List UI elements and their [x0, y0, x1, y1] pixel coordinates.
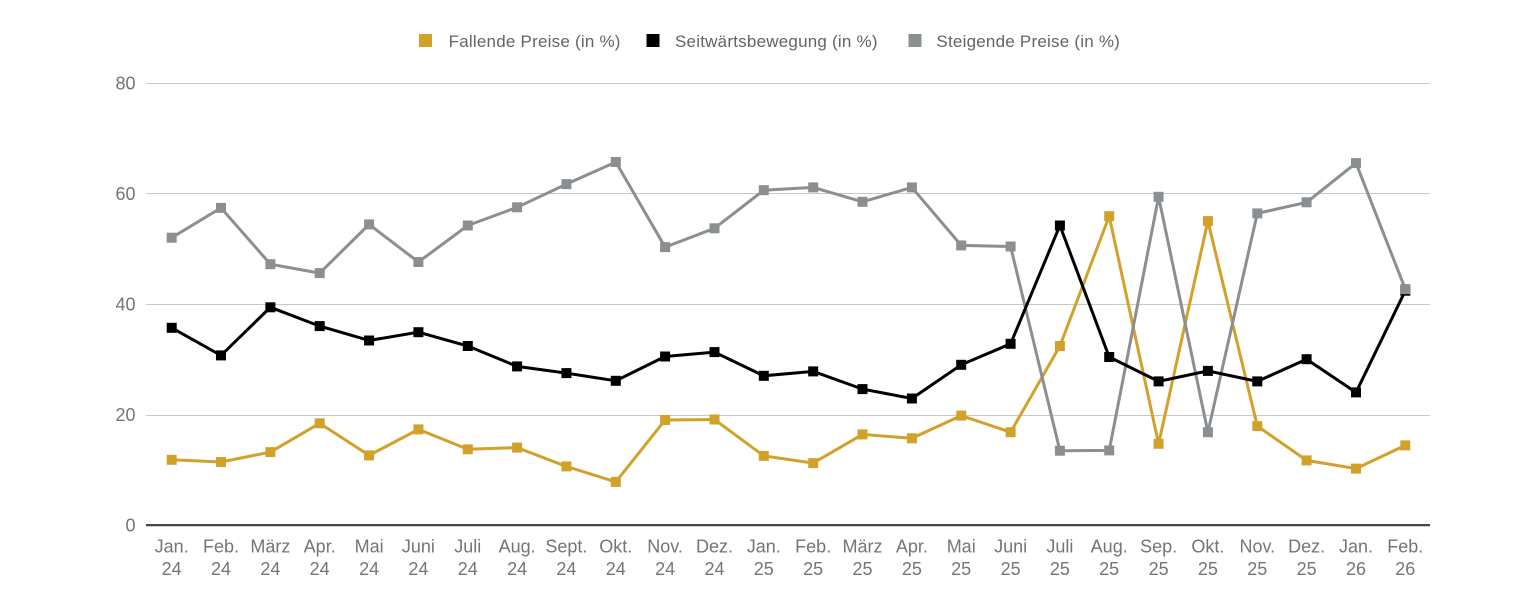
svg-text:25: 25	[754, 559, 774, 579]
svg-text:Nov.: Nov.	[647, 537, 683, 557]
svg-text:25: 25	[1247, 559, 1267, 579]
svg-text:25: 25	[951, 559, 971, 579]
svg-text:40: 40	[115, 295, 135, 315]
svg-text:0: 0	[125, 516, 135, 536]
svg-text:25: 25	[1099, 559, 1119, 579]
svg-text:24: 24	[260, 559, 280, 579]
svg-text:26: 26	[1346, 559, 1366, 579]
svg-text:Feb.: Feb.	[795, 537, 831, 557]
svg-text:25: 25	[1297, 559, 1317, 579]
svg-text:Juli: Juli	[1046, 537, 1073, 557]
svg-text:März: März	[250, 537, 290, 557]
svg-text:Aug.: Aug.	[1091, 537, 1128, 557]
svg-text:Mai: Mai	[355, 537, 384, 557]
svg-text:März: März	[843, 537, 883, 557]
svg-text:24: 24	[458, 559, 478, 579]
svg-text:60: 60	[115, 184, 135, 204]
svg-text:Fallende Preise (in %): Fallende Preise (in %)	[449, 32, 621, 51]
svg-text:25: 25	[902, 559, 922, 579]
svg-text:26: 26	[1395, 559, 1415, 579]
svg-text:20: 20	[115, 405, 135, 425]
svg-text:Juni: Juni	[402, 537, 435, 557]
svg-text:80: 80	[115, 74, 135, 94]
svg-text:25: 25	[1149, 559, 1169, 579]
svg-text:25: 25	[1050, 559, 1070, 579]
svg-text:24: 24	[359, 559, 379, 579]
svg-text:Mai: Mai	[947, 537, 976, 557]
svg-text:25: 25	[852, 559, 872, 579]
svg-text:Feb.: Feb.	[203, 537, 239, 557]
svg-text:Steigende Preise (in %): Steigende Preise (in %)	[936, 32, 1120, 51]
svg-text:Dez.: Dez.	[1288, 537, 1325, 557]
svg-text:25: 25	[803, 559, 823, 579]
svg-text:24: 24	[310, 559, 330, 579]
svg-text:24: 24	[606, 559, 626, 579]
svg-text:Nov.: Nov.	[1239, 537, 1275, 557]
svg-text:25: 25	[1198, 559, 1218, 579]
svg-text:Juli: Juli	[454, 537, 481, 557]
svg-text:Aug.: Aug.	[499, 537, 536, 557]
svg-text:Feb.: Feb.	[1387, 537, 1423, 557]
svg-text:Dez.: Dez.	[696, 537, 733, 557]
svg-text:Jan.: Jan.	[747, 537, 781, 557]
svg-text:Okt.: Okt.	[1191, 537, 1224, 557]
svg-text:Juni: Juni	[994, 537, 1027, 557]
svg-text:24: 24	[507, 559, 527, 579]
svg-text:Okt.: Okt.	[599, 537, 632, 557]
svg-text:Jan.: Jan.	[1339, 537, 1373, 557]
svg-text:24: 24	[556, 559, 576, 579]
svg-text:24: 24	[408, 559, 428, 579]
svg-text:Jan.: Jan.	[155, 537, 189, 557]
svg-text:Apr.: Apr.	[304, 537, 336, 557]
svg-text:Seitwärtsbewegung (in %): Seitwärtsbewegung (in %)	[675, 32, 878, 51]
svg-text:Sep.: Sep.	[1140, 537, 1177, 557]
svg-text:Sept.: Sept.	[545, 537, 587, 557]
svg-text:24: 24	[162, 559, 182, 579]
svg-text:24: 24	[655, 559, 675, 579]
svg-text:24: 24	[704, 559, 724, 579]
svg-text:25: 25	[1001, 559, 1021, 579]
svg-text:Apr.: Apr.	[896, 537, 928, 557]
svg-text:24: 24	[211, 559, 231, 579]
